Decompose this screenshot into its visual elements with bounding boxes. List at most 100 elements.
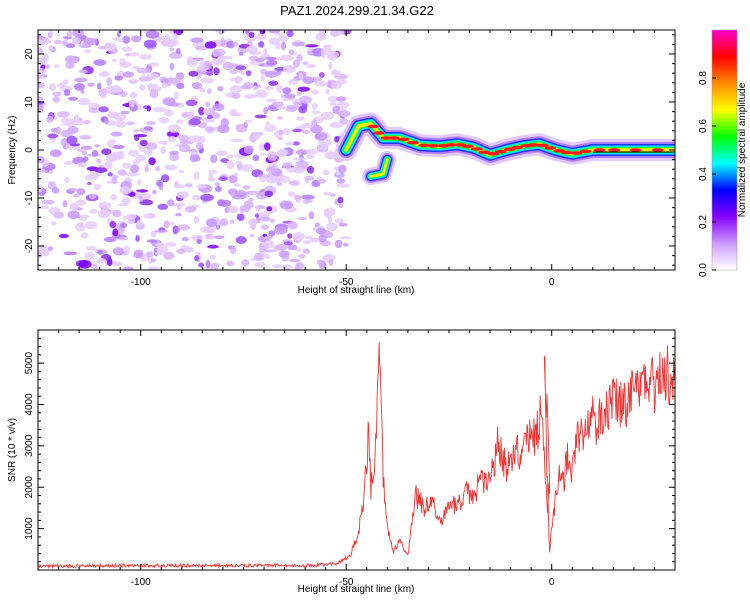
noise-blob	[241, 164, 255, 172]
noise-blob	[97, 209, 111, 219]
noise-blob	[332, 70, 342, 74]
noise-blob	[255, 207, 262, 212]
noise-blob	[190, 37, 204, 43]
noise-blob	[169, 62, 175, 71]
noise-blob	[209, 254, 216, 260]
noise-blob	[181, 112, 190, 118]
noise-blob	[220, 37, 225, 47]
noise-blob	[326, 222, 338, 232]
noise-blob	[212, 103, 225, 112]
noise-blob	[96, 258, 107, 264]
noise-blob	[299, 72, 304, 81]
noise-blob	[169, 77, 181, 84]
noise-blob	[106, 120, 117, 126]
noise-blob	[132, 65, 140, 70]
noise-blob	[200, 77, 215, 84]
noise-blob	[94, 167, 108, 174]
noise-blob	[47, 133, 59, 139]
noise-blob	[113, 86, 123, 93]
spectrogram-ytick-label: 20	[24, 48, 35, 60]
noise-blob	[259, 30, 266, 35]
noise-blob	[282, 87, 292, 95]
noise-blob	[314, 132, 328, 141]
noise-blob	[264, 142, 271, 151]
noise-blob	[275, 244, 288, 251]
noise-blob	[286, 167, 299, 173]
noise-blob	[229, 109, 238, 117]
noise-blob	[207, 244, 219, 249]
noise-blob	[176, 191, 190, 199]
noise-blob	[184, 205, 197, 213]
snr-panel: -100 -50 0 1000 2000 3000 4000 5000 Height of s…	[7, 329, 676, 595]
noise-blob	[307, 51, 314, 56]
noise-blob	[277, 35, 289, 42]
noise-blob	[261, 224, 269, 230]
snr-ylabel: SNR (10 * v/v)	[7, 418, 18, 482]
noise-blob	[68, 96, 78, 101]
noise-blob	[167, 136, 177, 143]
noise-blob	[79, 135, 92, 140]
noise-blob	[265, 56, 277, 61]
noise-blob	[128, 149, 140, 157]
ridge-peak	[560, 150, 573, 155]
noise-blob	[157, 203, 169, 210]
noise-blob	[158, 116, 170, 124]
noise-blob	[240, 84, 251, 90]
noise-blob	[206, 88, 212, 95]
noise-blob	[208, 177, 216, 182]
noise-blob	[145, 30, 160, 39]
noise-blob	[118, 203, 130, 207]
noise-blob	[155, 166, 161, 172]
noise-blob	[160, 174, 170, 183]
noise-blob	[295, 149, 309, 156]
noise-blob	[216, 150, 228, 157]
noise-blob	[328, 258, 334, 267]
noise-blob	[169, 51, 183, 60]
ridge-peak	[397, 137, 410, 142]
noise-blob	[277, 149, 289, 156]
noise-blob	[254, 213, 260, 218]
noise-blob	[318, 30, 326, 38]
noise-blob	[146, 73, 159, 80]
noise-blob	[89, 209, 98, 214]
noise-blob	[78, 97, 91, 106]
noise-blob	[254, 114, 267, 119]
noise-blob	[244, 30, 250, 35]
noise-blob	[215, 30, 227, 34]
noise-blob	[78, 260, 92, 269]
noise-blob	[143, 39, 157, 49]
noise-blob	[276, 181, 283, 187]
noise-blob	[113, 174, 119, 179]
noise-blob	[262, 233, 267, 237]
noise-blob	[206, 218, 218, 228]
noise-blob	[295, 160, 309, 168]
noise-blob	[276, 84, 283, 93]
noise-blob	[288, 49, 294, 56]
noise-blob	[306, 166, 315, 174]
noise-blob	[220, 158, 230, 163]
noise-blob	[112, 228, 119, 237]
noise-blob	[52, 96, 60, 103]
noise-blob	[288, 78, 299, 85]
noise-blob	[205, 259, 211, 269]
noise-blob	[282, 162, 292, 169]
noise-blob	[97, 249, 103, 255]
noise-blob	[228, 77, 243, 82]
noise-blob	[139, 84, 146, 91]
noise-blob	[112, 247, 125, 256]
noise-blob	[57, 82, 67, 88]
noise-blob	[126, 52, 140, 57]
noise-blob	[214, 186, 222, 192]
noise-blob	[304, 235, 313, 240]
noise-blob	[112, 262, 124, 266]
noise-blob	[194, 255, 200, 262]
noise-blob	[145, 142, 158, 151]
noise-blob	[84, 48, 91, 54]
noise-blob	[305, 148, 319, 155]
noise-blob	[79, 214, 90, 219]
noise-blob	[241, 259, 250, 267]
noise-blob	[265, 121, 270, 125]
noise-blob	[205, 101, 210, 108]
noise-blob	[146, 121, 156, 126]
noise-blob	[243, 145, 254, 155]
